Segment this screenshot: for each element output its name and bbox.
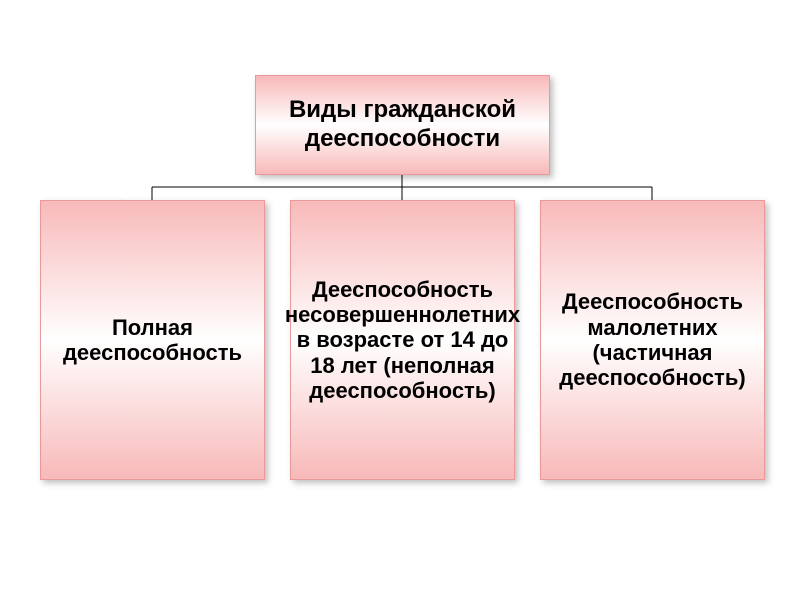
child-2-label: Дееспособность несовершеннолетних в возр… <box>285 277 520 403</box>
child-node-1: Полная дееспособность <box>40 200 265 480</box>
child-1-label: Полная дееспособность <box>49 315 256 366</box>
diagram-container: Виды гражданской дееспособности · Полная… <box>40 75 760 525</box>
root-label: Виды гражданской дееспособности <box>264 96 541 154</box>
child-3-label: Дееспособность малолетних (частичная дее… <box>549 289 756 390</box>
root-node: Виды гражданской дееспособности <box>255 75 550 175</box>
child-node-3: Дееспособность малолетних (частичная дее… <box>540 200 765 480</box>
child-node-2: Дееспособность несовершеннолетних в возр… <box>290 200 515 480</box>
